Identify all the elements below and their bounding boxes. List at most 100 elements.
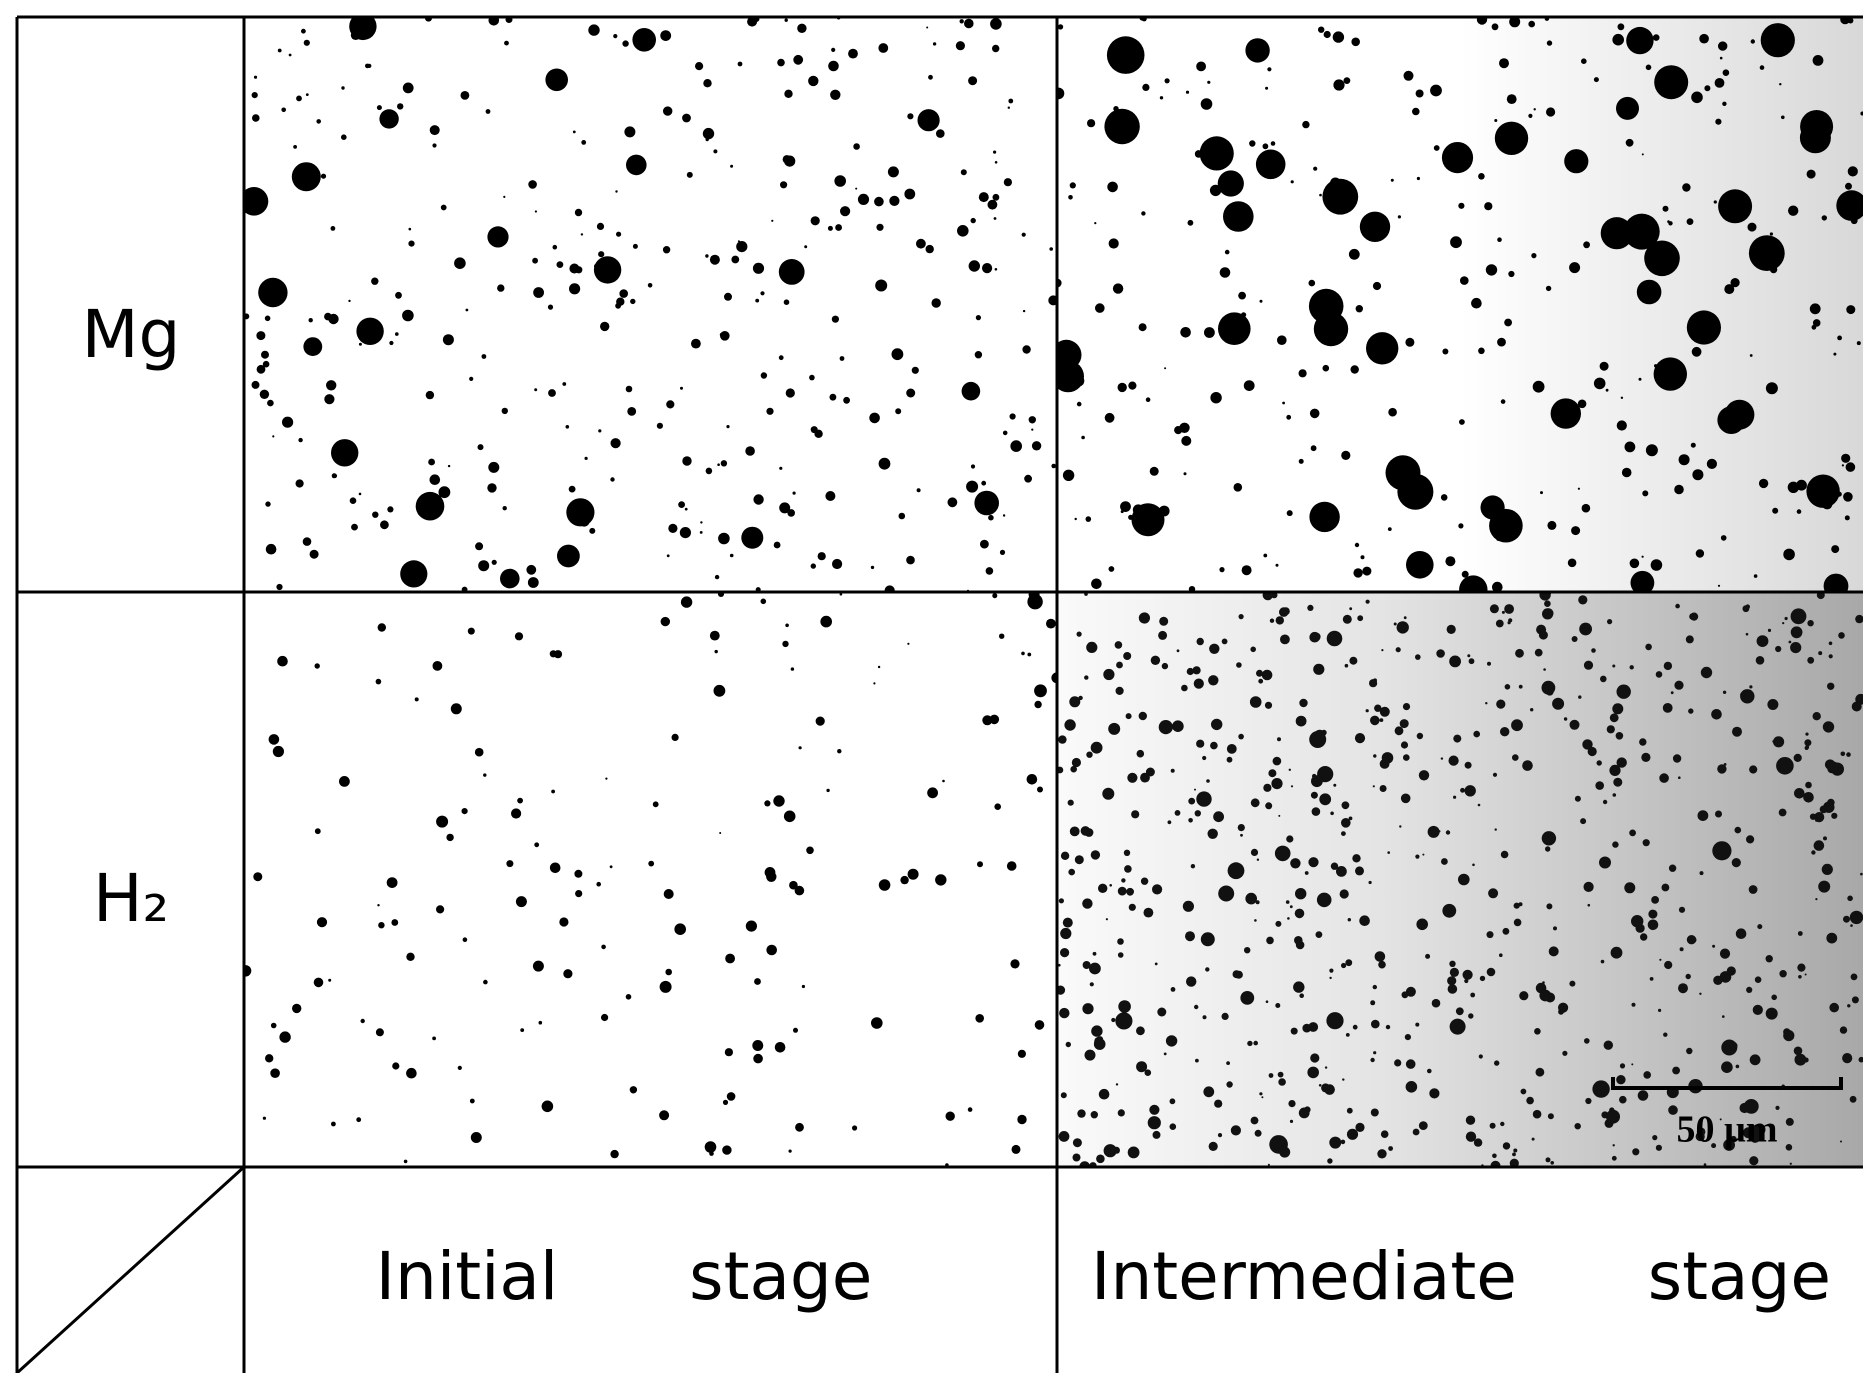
precipitate — [1860, 872, 1863, 876]
precipitate — [1596, 760, 1602, 766]
precipitate — [1726, 966, 1736, 976]
precipitate — [1547, 1113, 1554, 1120]
precipitate — [1661, 883, 1670, 892]
precipitate — [783, 810, 796, 823]
precipitate — [1740, 689, 1755, 704]
precipitate — [839, 592, 843, 596]
precipitate — [1259, 299, 1263, 303]
precipitate — [1164, 367, 1167, 370]
precipitate — [609, 865, 613, 869]
precipitate — [1631, 1002, 1636, 1007]
precipitate — [262, 1116, 266, 1120]
precipitate — [755, 298, 760, 303]
precipitate — [992, 193, 1000, 201]
precipitate — [1124, 865, 1132, 873]
precipitate — [1280, 634, 1290, 645]
precipitate — [380, 520, 389, 530]
precipitate — [1295, 715, 1307, 727]
precipitate — [470, 1132, 482, 1143]
precipitate — [1310, 445, 1317, 452]
precipitate — [1789, 1162, 1792, 1165]
precipitate — [968, 76, 978, 86]
precipitate — [975, 315, 982, 321]
precipitate — [1438, 830, 1441, 833]
precipitate — [678, 501, 685, 508]
precipitate — [891, 348, 904, 361]
precipitate — [1205, 967, 1210, 972]
precipitate — [1394, 726, 1404, 736]
precipitate — [1504, 318, 1512, 327]
precipitate — [1747, 222, 1757, 232]
precipitate — [1781, 115, 1785, 120]
precipitate — [1689, 613, 1696, 620]
precipitate — [1250, 1116, 1259, 1125]
precipitate — [1856, 341, 1861, 346]
precipitate — [1520, 1088, 1527, 1095]
precipitate — [695, 62, 704, 71]
precipitate — [258, 277, 288, 308]
precipitate — [1096, 1154, 1105, 1164]
precipitate — [911, 366, 919, 374]
precipitate — [308, 318, 313, 323]
precipitate — [1851, 996, 1859, 1004]
precipitate — [1783, 548, 1795, 561]
precipitate — [251, 92, 258, 99]
precipitate — [1779, 970, 1787, 978]
precipitate — [1547, 520, 1557, 530]
precipitate — [726, 1092, 736, 1101]
precipitate — [575, 266, 583, 274]
precipitate — [1070, 765, 1077, 773]
precipitate — [1106, 36, 1145, 74]
precipitate — [1142, 83, 1150, 91]
precipitate — [502, 506, 507, 511]
precipitate — [1453, 734, 1462, 743]
precipitate — [1625, 138, 1634, 147]
precipitate — [1048, 295, 1057, 306]
precipitate — [1339, 889, 1349, 899]
precipitate — [1113, 106, 1119, 112]
precipitate — [1453, 795, 1457, 799]
precipitate — [1648, 909, 1658, 919]
precipitate — [506, 860, 514, 868]
precipitate — [1268, 1073, 1274, 1078]
precipitate — [1275, 563, 1279, 567]
precipitate — [648, 860, 655, 867]
precipitate — [1798, 975, 1802, 979]
precipitate — [1445, 830, 1451, 835]
precipitate — [584, 456, 588, 460]
precipitate — [994, 161, 998, 164]
precipitate — [1082, 1003, 1094, 1015]
precipitate — [935, 874, 947, 886]
precipitate — [1450, 236, 1462, 249]
precipitate — [1010, 440, 1022, 452]
precipitate — [563, 969, 573, 979]
precipitate — [1275, 1003, 1281, 1008]
precipitate — [1652, 34, 1660, 41]
precipitate — [814, 429, 823, 438]
precipitate — [1447, 976, 1457, 986]
precipitate — [1093, 1038, 1106, 1050]
precipitate — [1497, 337, 1506, 347]
precipitate — [1226, 744, 1237, 754]
precipitate — [1341, 801, 1350, 810]
precipitate — [1031, 428, 1034, 431]
precipitate — [741, 526, 764, 549]
precipitate — [1442, 348, 1449, 355]
precipitate — [1278, 814, 1281, 817]
precipitate — [1818, 651, 1823, 656]
precipitate — [1467, 654, 1471, 658]
precipitate — [534, 388, 538, 392]
precipitate — [994, 803, 1001, 810]
precipitate — [724, 292, 732, 301]
precipitate — [1650, 559, 1663, 571]
precipitate — [1749, 685, 1753, 689]
precipitate — [754, 978, 761, 985]
precipitate — [1760, 23, 1795, 58]
precipitate — [1370, 1108, 1379, 1117]
precipitate — [766, 407, 774, 415]
precipitate — [1304, 871, 1309, 875]
precipitate — [1103, 668, 1115, 681]
precipitate — [1057, 24, 1064, 30]
precipitate — [1804, 746, 1809, 750]
precipitate — [1058, 1131, 1070, 1142]
